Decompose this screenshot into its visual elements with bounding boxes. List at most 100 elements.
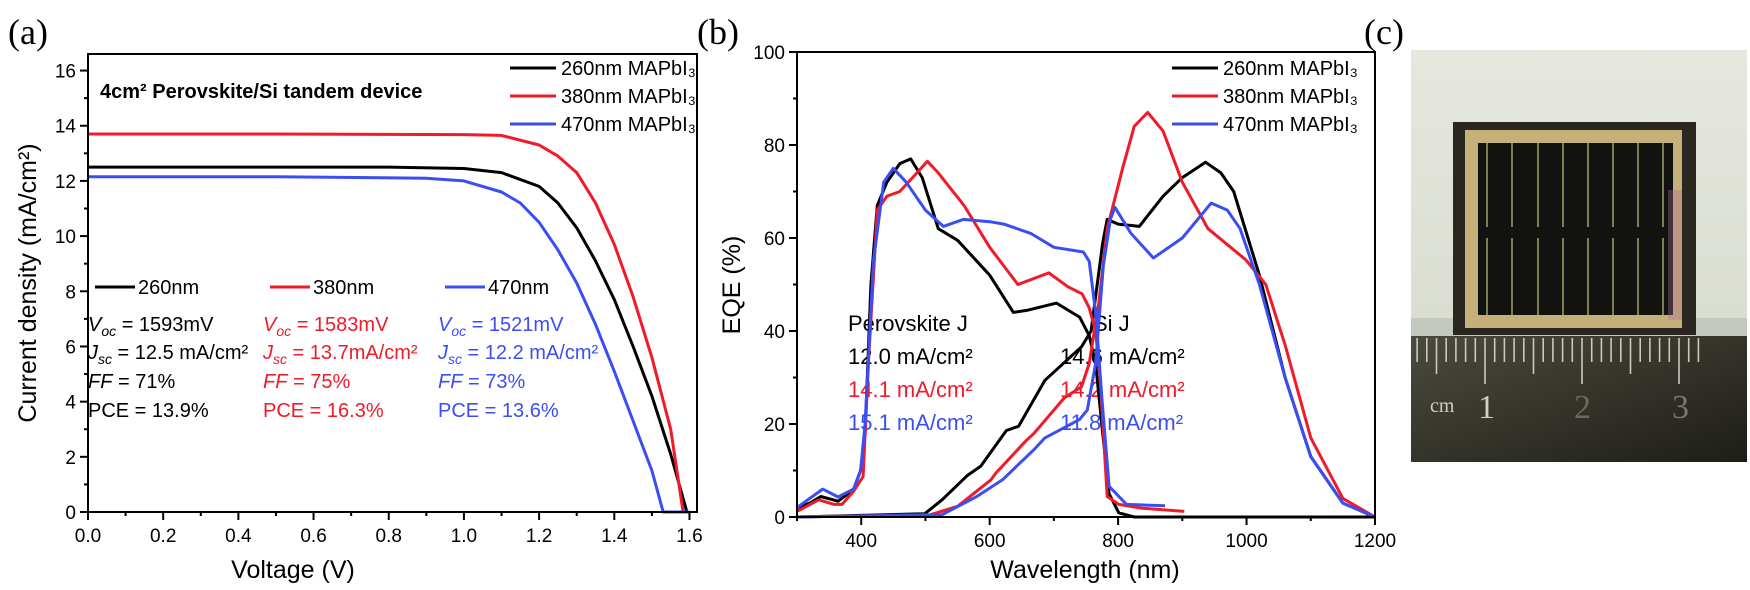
parameter-subscript: sc [98,351,112,367]
eqe-y-tick-label: 20 [764,415,785,436]
parameter-symbol: V [88,314,103,336]
ruler-number-3: 3 [1672,389,1689,426]
parameter-value: = 1521mV [466,314,564,336]
jv-y-tick-label: 10 [55,227,76,248]
jv-table-legend-label: 260nm [138,277,199,299]
parameter-symbol: V [263,314,278,336]
eqe-legend-item: 470nm MAPbI₃ [1172,114,1358,136]
jv-y-tick-label: 6 [65,337,76,358]
eqe-legend-label: 470nm MAPbI₃ [1223,114,1358,136]
jv-table-row: Jsc = 12.5 mA/cm² [87,342,248,367]
parameter-value: PCE = 13.6% [438,400,559,422]
jv-y-tick-label: 2 [65,448,76,469]
jv-y-tick-label: 14 [55,117,77,138]
parameter-symbol: J [262,342,274,364]
jv-table-row: Voc = 1593mV [88,314,214,339]
jv-series-1-line [88,132,690,514]
jv-table-row: Jsc = 12.2 mA/cm² [437,342,598,367]
eqe-y-axis-title: EQE (%) [718,236,746,335]
jv-y-tick-label: 16 [55,62,76,83]
jv-table-legend-label: 380nm [313,277,374,299]
eqe-series-1-line-1 [796,110,1376,519]
eqe-series-2-line-1 [796,201,1376,519]
jv-y-axis-title: Current density (mA/cm²) [14,143,42,422]
panel-label-c: (c) [1364,12,1404,52]
parameter-symbol: V [438,314,453,336]
parameter-symbol: FF [88,371,114,393]
ruler-number-2: 2 [1574,389,1591,426]
parameter-symbol: J [87,342,99,364]
eqe-legend-label: 380nm MAPbI₃ [1223,86,1358,108]
eqe-series-group [796,110,1376,519]
ruler-number-1: 1 [1478,389,1495,426]
eqe-series-2-line-0 [796,166,1166,509]
eqe-x-axis-title: Wavelength (nm) [990,556,1179,584]
parameter-value: = 12.5 mA/cm² [112,342,248,364]
ruler-unit-label: cm [1430,395,1455,417]
parameter-value: PCE = 16.3% [263,400,384,422]
eqe-series-1-line-0 [796,159,1185,513]
jv-table-row: Voc = 1521mV [438,314,564,339]
jv-table-row: PCE = 16.3% [263,400,384,422]
eqe-x-tick-label: 1000 [1225,531,1267,552]
jv-series-0-line [88,165,690,514]
parameter-value: = 13.7mA/cm² [287,342,418,364]
eqe-series-0-line-1 [796,160,1376,519]
jv-x-tick-label: 0.6 [300,526,326,547]
parameter-symbol: J [437,342,449,364]
jv-series-2-line [88,175,690,514]
parameter-value: = 12.2 mA/cm² [462,342,598,364]
jv-legend-label: 260nm MAPbI₃ [561,58,696,80]
perovskite-j-470: 15.1 mA/cm² [848,410,973,435]
jv-y-tick-label: 12 [55,172,76,193]
panel-label-a: (a) [8,12,48,52]
jv-chart-title: 4cm² Perovskite/Si tandem device [100,81,422,103]
jv-table-legend-label: 470nm [488,277,549,299]
eqe-y-tick-label: 0 [774,508,785,529]
device-photo: cm 1 2 3 [1411,50,1747,462]
eqe-x-tick-label: 1200 [1354,531,1396,552]
eqe-x-tick-label: 600 [974,531,1006,552]
eqe-legend-item: 380nm MAPbI₃ [1172,86,1358,108]
jv-legend-item: 470nm MAPbI₃ [510,114,696,136]
jv-x-tick-label: 0.8 [376,526,402,547]
parameter-value: = 75% [287,371,350,393]
jv-table-row: FF = 75% [263,371,350,393]
ruler [1411,336,1747,462]
si-j-470: 11.8 mA/cm² [1060,410,1183,435]
eqe-x-tick-label: 400 [845,531,877,552]
jv-chart: 4cm² Perovskite/Si tandem device Voltage… [14,53,703,584]
eqe-legend-item: 260nm MAPbI₃ [1172,58,1358,80]
jv-x-tick-label: 0.4 [225,526,252,547]
jv-legend-item: 260nm MAPbI₃ [510,58,696,80]
jv-x-tick-label: 1.4 [601,526,628,547]
ruler-ticks [1416,338,1700,384]
jv-table-row: PCE = 13.9% [88,400,209,422]
jv-y-tick-label: 4 [65,393,76,414]
jv-y-tick-label: 0 [65,503,76,524]
parameter-value: = 1593mV [116,314,214,336]
parameter-subscript: oc [451,323,466,339]
parameter-subscript: oc [101,323,116,339]
perovskite-j-title: Perovskite J [848,311,968,336]
device-busbar-gap [1478,227,1673,238]
eqe-chart: Wavelength (nm) EQE (%) Perovskite J 12.… [718,43,1396,584]
parameter-symbol: FF [438,371,464,393]
parameter-value: = 71% [112,371,175,393]
jv-legend-item: 380nm MAPbI₃ [510,86,696,108]
eqe-y-tick-label: 60 [764,229,785,250]
parameter-value: = 73% [462,371,525,393]
eqe-legend-label: 260nm MAPbI₃ [1223,58,1358,80]
jv-x-axis-title: Voltage (V) [231,556,355,584]
parameter-value: PCE = 13.9% [88,400,209,422]
parameter-symbol: FF [263,371,289,393]
jv-x-tick-label: 0.0 [75,526,101,547]
jv-table-row: Jsc = 13.7mA/cm² [262,342,418,367]
parameter-subscript: oc [276,323,291,339]
jv-y-tick-label: 8 [65,282,76,303]
eqe-x-tick-label: 800 [1102,531,1134,552]
jv-x-tick-label: 0.2 [150,526,176,547]
device-edge-reflection [1668,190,1682,320]
jv-legend-label: 470nm MAPbI₃ [561,114,696,136]
